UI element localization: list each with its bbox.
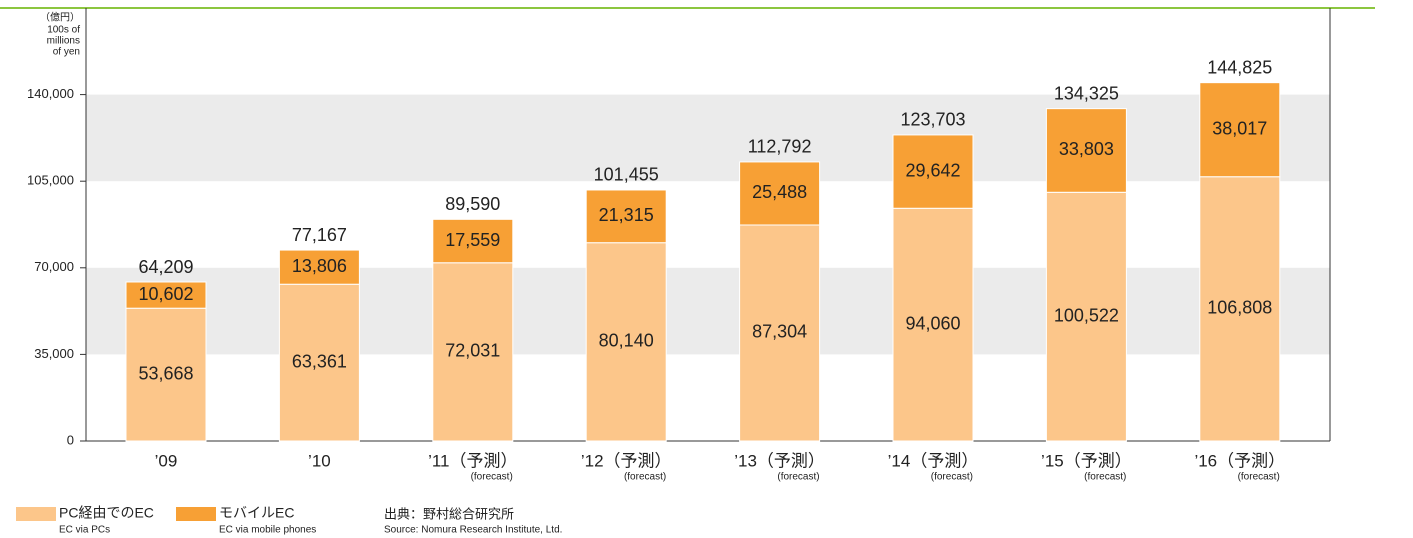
y-tick-label: 0 — [67, 432, 74, 447]
grid-band — [86, 267, 1330, 355]
total-label: 123,703 — [900, 110, 965, 130]
segment-label: 38,017 — [1212, 118, 1267, 138]
total-label: 89,590 — [445, 194, 500, 214]
segment-label: 63,361 — [292, 351, 347, 371]
segment-label: 25,488 — [752, 182, 807, 202]
x-tick-label: ’09 — [155, 451, 178, 470]
segment-label: 100,522 — [1054, 305, 1119, 325]
x-tick-label: ’10 — [308, 451, 331, 470]
bar-segment — [125, 281, 207, 309]
bar-segment — [125, 307, 207, 442]
bar-segment — [1199, 82, 1281, 178]
y-unit: （億円） — [40, 11, 80, 24]
bar-segment — [1199, 176, 1281, 442]
segment-label: 106,808 — [1207, 298, 1272, 318]
y-tick-label: 35,000 — [34, 346, 74, 361]
total-label: 64,209 — [138, 257, 193, 277]
x-tick-sublabel: (forecast) — [471, 472, 513, 483]
bar-segment — [585, 189, 667, 244]
x-tick-sublabel: (forecast) — [624, 472, 666, 483]
bar-segment — [892, 134, 974, 209]
x-tick-label: ’13（予測） — [734, 451, 825, 470]
bar-segment — [739, 224, 821, 442]
bar-segment — [1045, 191, 1127, 442]
segment-label: 29,642 — [905, 160, 960, 180]
legend-swatch — [176, 507, 216, 521]
segment-label: 17,559 — [445, 230, 500, 250]
total-label: 101,455 — [594, 165, 659, 185]
x-tick-label: ’15（予測） — [1041, 451, 1132, 470]
source-en: Source: Nomura Research Institute, Ltd. — [384, 525, 562, 536]
segment-label: 53,668 — [138, 363, 193, 383]
total-label: 77,167 — [292, 225, 347, 245]
bar-segment — [1045, 108, 1127, 193]
x-tick-label: ’14（予測） — [888, 451, 979, 470]
y-unit-en: of yen — [53, 47, 80, 58]
legend-label-en: EC via mobile phones — [219, 525, 316, 536]
segment-label: 94,060 — [905, 313, 960, 333]
segment-label: 33,803 — [1059, 139, 1114, 159]
segment-label: 10,602 — [138, 284, 193, 304]
legend-label-en: EC via PCs — [59, 525, 110, 536]
x-tick-sublabel: (forecast) — [777, 472, 819, 483]
x-tick-label: ’11（予測） — [428, 451, 517, 470]
legend-label: モバイルEC — [219, 505, 294, 521]
bar-segment — [278, 249, 360, 285]
y-unit-en: 100s of — [47, 25, 80, 36]
x-tick-label: ’16（予測） — [1194, 451, 1285, 470]
segment-label: 72,031 — [445, 341, 500, 361]
x-tick-sublabel: (forecast) — [1238, 472, 1280, 483]
segment-label: 87,304 — [752, 322, 807, 342]
x-tick-sublabel: (forecast) — [931, 472, 973, 483]
total-label: 134,325 — [1054, 83, 1119, 103]
y-tick-label: 140,000 — [27, 86, 74, 101]
legend-label: PC経由でのEC — [59, 505, 154, 521]
segment-label: 21,315 — [599, 205, 654, 225]
bar-segment — [278, 283, 360, 442]
y-tick-label: 105,000 — [27, 173, 74, 188]
x-tick-label: ’12（予測） — [581, 451, 672, 470]
source: 出典：野村総合研究所 — [384, 506, 514, 521]
x-tick-sublabel: (forecast) — [1084, 472, 1126, 483]
y-tick-label: 70,000 — [34, 259, 74, 274]
segment-label: 80,140 — [599, 331, 654, 351]
y-unit-en: millions — [47, 36, 80, 47]
bar-segment — [432, 262, 514, 442]
grid-band — [86, 94, 1330, 182]
bar-segment — [432, 218, 514, 264]
legend-swatch — [16, 507, 56, 521]
total-label: 112,792 — [748, 137, 812, 157]
total-label: 144,825 — [1207, 57, 1272, 77]
bar-segment — [739, 161, 821, 226]
segment-label: 13,806 — [292, 256, 347, 276]
